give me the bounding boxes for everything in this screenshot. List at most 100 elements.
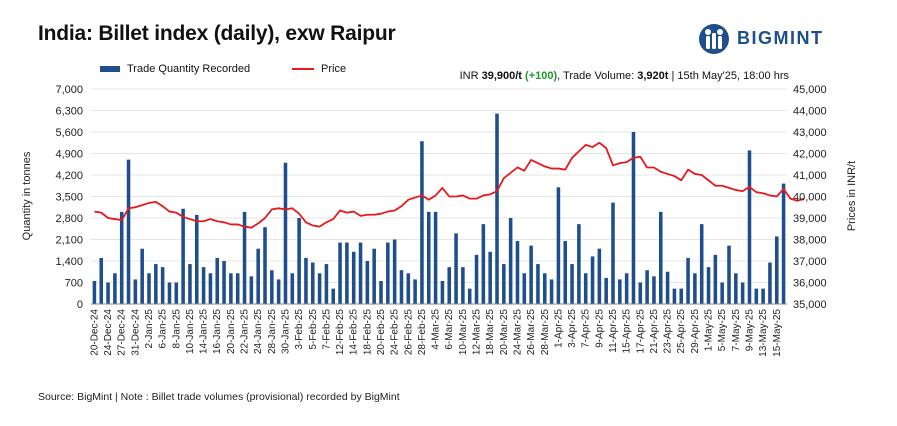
x-tick-label: 16-Jan-25 — [212, 309, 223, 354]
x-tick-label: 26-Feb-25 — [403, 309, 414, 356]
y-right-tick-label: 42,000 — [793, 149, 827, 161]
y-left-tick-label: 4,200 — [55, 170, 83, 182]
quantity-bar — [488, 251, 492, 304]
quantity-bar — [290, 273, 295, 304]
x-tick-label: 27-Dec-24 — [117, 309, 128, 356]
quantity-bar — [379, 280, 383, 304]
y-right-tick-label: 44,000 — [793, 106, 827, 118]
quantity-bar — [727, 245, 731, 304]
quantity-bar — [699, 224, 704, 304]
info-currency: INR — [459, 70, 479, 82]
quantity-bar — [495, 113, 499, 304]
quantity-bar — [174, 282, 179, 304]
quantity-bar — [590, 256, 595, 304]
quantity-bar — [283, 162, 288, 304]
x-tick-label: 2-Jan-25 — [144, 309, 155, 349]
y-right-tick-label: 41,000 — [793, 170, 827, 182]
x-tick-label: 7-May-25 — [731, 309, 742, 352]
info-price: 39,900/t — [481, 70, 522, 82]
info-timestamp: | 15th May'25, 18:00 hrs — [671, 70, 789, 82]
quantity-bars — [92, 113, 786, 304]
quantity-bar — [481, 224, 486, 304]
quantity-bar — [720, 282, 724, 304]
x-tick-label: 12-Feb-25 — [335, 309, 346, 356]
bigmint-logo: BIGMINT — [697, 22, 857, 56]
quantity-bar — [351, 251, 356, 304]
legend-item-quantity: Trade Quantity Recorded — [100, 63, 250, 75]
y-right-tick-label: 37,000 — [793, 256, 827, 268]
y-axis-left-label: Quantity in tonnes — [21, 151, 33, 240]
price-info: INR 39,900/t (+100), Trade Volume: 3,920… — [460, 70, 789, 82]
quantity-bar — [208, 273, 213, 304]
x-tick-label: 9-Apr-25 — [594, 309, 605, 348]
y-right-tick-label: 36,000 — [793, 278, 827, 290]
quantity-bar — [454, 233, 458, 304]
quantity-bar — [665, 271, 670, 304]
quantity-bar — [420, 141, 424, 304]
quantity-bar — [583, 273, 588, 304]
x-tick-label: 21-Apr-25 — [649, 309, 660, 354]
x-tick-label: 5-Feb-25 — [308, 309, 319, 350]
x-tick-label: 18-Mar-25 — [485, 309, 496, 356]
logo-mark-icon — [699, 24, 729, 54]
quantity-bar — [761, 288, 765, 304]
x-tick-label: 20-Mar-25 — [499, 309, 510, 356]
quantity-bar — [781, 183, 786, 304]
quantity-bar — [386, 242, 390, 304]
quantity-bar — [256, 248, 260, 304]
y-left-tick-label: 1,400 — [55, 256, 83, 268]
quantity-bar — [276, 279, 281, 304]
quantity-bar — [549, 279, 554, 304]
quantity-bar — [747, 150, 752, 304]
x-tick-label: 7-Apr-25 — [581, 309, 592, 348]
quantity-bar — [297, 218, 301, 304]
quantity-bar — [181, 208, 185, 304]
quantity-bar — [426, 211, 431, 304]
quantity-bar — [611, 202, 615, 304]
y-left-tick-label: 7,000 — [55, 84, 83, 96]
quantity-bar — [358, 242, 363, 304]
x-tick-label: 30-Jan-25 — [280, 309, 291, 354]
legend-item-price: Price — [292, 63, 346, 75]
x-tick-label: 8-Jan-25 — [171, 309, 182, 349]
quantity-bar — [529, 245, 533, 304]
x-tick-label: 24-Dec-24 — [103, 309, 114, 356]
info-change: (+100) — [525, 70, 558, 82]
x-tick-label: 3-Apr-25 — [567, 309, 578, 348]
x-tick-label: 11-Apr-25 — [608, 309, 619, 353]
quantity-bar — [734, 273, 738, 304]
quantity-bar — [467, 288, 472, 304]
x-tick-label: 14-Feb-25 — [349, 309, 360, 356]
quantity-bar — [461, 267, 465, 304]
quantity-bar — [235, 273, 240, 304]
y-right-tick-label: 38,000 — [793, 235, 827, 247]
quantity-bar — [249, 276, 254, 304]
quantity-bar — [536, 264, 540, 304]
quantity-bar — [433, 211, 438, 304]
quantity-bar — [406, 273, 411, 304]
legend-swatch-line — [292, 68, 314, 71]
quantity-bar — [324, 264, 329, 304]
y-left-tick-label: 2,800 — [55, 213, 83, 225]
y-axis-right-label: Prices in INR/t — [846, 161, 858, 231]
quantity-bar — [604, 277, 608, 304]
x-tick-label: 25-Apr-25 — [676, 309, 687, 354]
y-right-tick-label: 39,000 — [793, 213, 827, 225]
y-right-tick-label: 40,000 — [793, 192, 827, 204]
x-tick-label: 10-Jan-25 — [185, 309, 196, 354]
x-tick-label: 26-Mar-25 — [526, 309, 537, 356]
quantity-bar — [713, 254, 718, 304]
quantity-bar — [563, 241, 568, 304]
quantity-bar — [754, 288, 759, 304]
chart-title: India: Billet index (daily), exw Raipur — [38, 22, 396, 45]
quantity-bar — [693, 273, 697, 304]
gridlines — [91, 88, 787, 283]
quantity-bar — [774, 236, 779, 304]
quantity-bar — [201, 267, 206, 304]
quantity-bar — [365, 261, 370, 304]
x-tick-label: 24-Feb-25 — [390, 309, 401, 356]
quantity-bar — [447, 267, 452, 304]
quantity-bar — [92, 280, 97, 304]
quantity-bar — [338, 242, 342, 304]
